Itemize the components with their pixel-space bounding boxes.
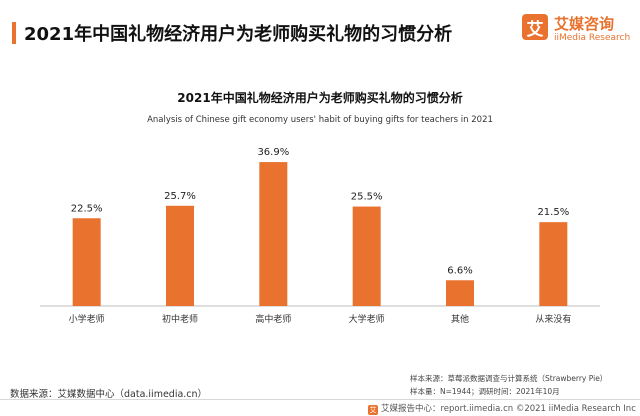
category-label: 初中老师 xyxy=(162,313,198,325)
category-label: 高中老师 xyxy=(255,313,291,325)
bar-value-label: 6.6% xyxy=(447,265,472,276)
bar-value-label: 25.5% xyxy=(351,192,383,203)
bar xyxy=(72,218,101,306)
copyright-text: 艾媒报告中心：report.iimedia.cn ©2021 iiMedia R… xyxy=(381,404,636,414)
footer-copyright: 艾艾媒报告中心：report.iimedia.cn ©2021 iiMedia … xyxy=(368,402,636,415)
bar xyxy=(539,222,568,306)
bar xyxy=(446,280,474,306)
category-label: 大学老师 xyxy=(349,313,385,325)
brand: 艾 艾媒咨询 iiMedia Research xyxy=(522,12,634,52)
data-source: 数据来源：艾媒数据中心（data.iimedia.cn） xyxy=(10,389,208,400)
chart-subtitle: Analysis of Chinese gift economy users' … xyxy=(147,115,493,125)
mini-logo-icon: 艾 xyxy=(368,405,378,415)
brand-logo-icon: 艾 xyxy=(522,14,548,40)
brand-subtitle: iiMedia Research xyxy=(554,33,631,43)
bar-value-label: 25.7% xyxy=(164,191,196,202)
bar xyxy=(352,206,381,306)
sample-size: 样本量：N=1944；调研时间：2021年10月 xyxy=(410,387,560,396)
bar-value-label: 36.9% xyxy=(257,147,289,158)
bar xyxy=(259,162,288,306)
category-label: 从来没有 xyxy=(535,313,571,325)
page-title: 2021年中国礼物经济用户为老师购买礼物的习惯分析 xyxy=(24,24,453,45)
category-label: 其他 xyxy=(451,313,469,325)
header: 2021年中国礼物经济用户为老师购买礼物的习惯分析 艾 艾媒咨询 iiMedia… xyxy=(0,0,640,62)
brand-name: 艾媒咨询 xyxy=(554,15,615,33)
footer-divider xyxy=(0,399,640,400)
bar-value-label: 21.5% xyxy=(537,207,569,218)
bar-value-label: 22.5% xyxy=(71,203,103,214)
title-accent-bar xyxy=(12,22,16,44)
bars-group: 22.5% 小学老师 25.7% 初中老师 36.9% 高中老师 25.5% 大学老师 6.6%… xyxy=(69,147,572,325)
bar xyxy=(166,205,194,306)
sample-source: 样本来源：草莓派数据调查与计算系统（Strawberry Pie） xyxy=(410,374,608,383)
chart-title: 2021年中国礼物经济用户为老师购买礼物的习惯分析 xyxy=(177,90,462,105)
bar-chart: 2021年中国礼物经济用户为老师购买礼物的习惯分析 Analysis of Ch… xyxy=(40,90,600,325)
category-label: 小学老师 xyxy=(69,313,105,325)
